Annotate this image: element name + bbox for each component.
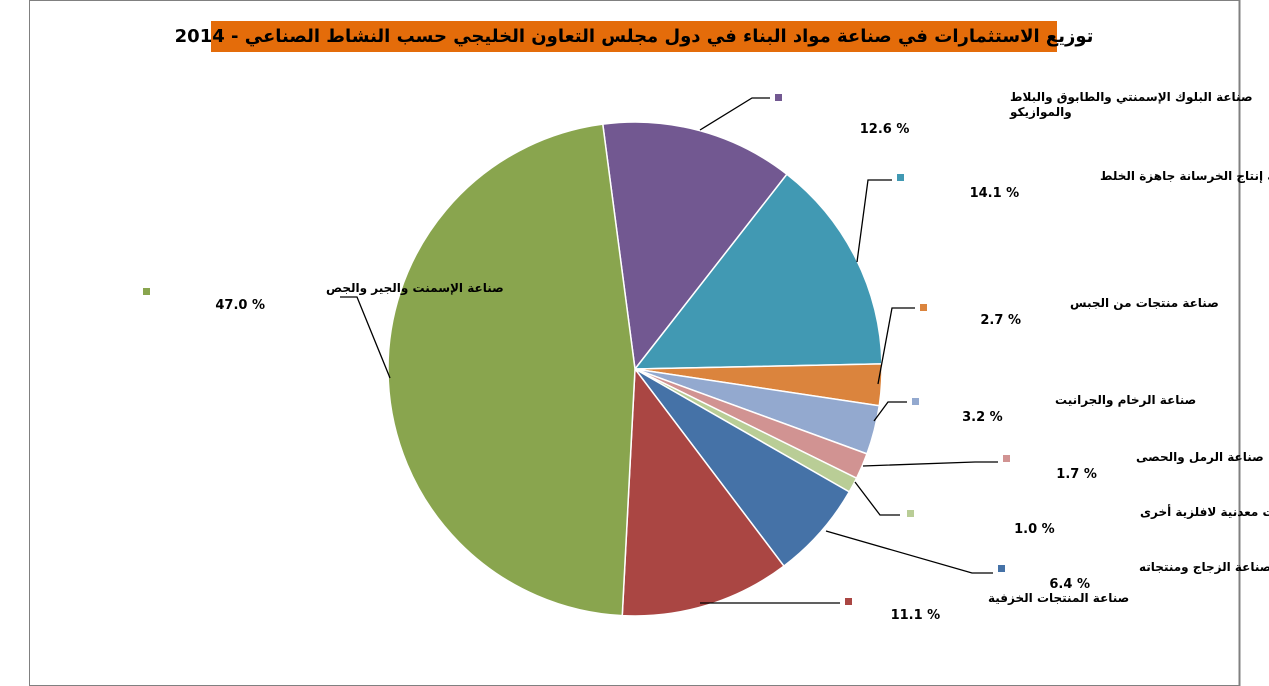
pie-slices [387, 121, 883, 617]
leader-line-4 [862, 461, 998, 467]
legend-marker-4 [1003, 455, 1010, 462]
slice-value-5: 1.0 % [1014, 522, 1055, 537]
chart-title-box: توزيع الاستثمارات في صناعة مواد البناء ف… [175, 21, 1093, 52]
callout-labels: صناعة البلوك الإسمنتي والطابوق والبلاطوا… [143, 90, 1269, 623]
slice-label-3-line-0: صناعة الرخام والجرانيت [1055, 393, 1196, 408]
leader-line-5 [854, 481, 900, 516]
pie-slice-7 [621, 366, 785, 617]
legend-marker-7 [845, 598, 852, 605]
slice-value-8: 47.0 % [215, 298, 265, 313]
slice-value-0: 12.6 % [860, 122, 910, 137]
slice-label-5-line-0: صناعة منتجات معدنية لافلزية أخرى [1140, 504, 1269, 519]
slice-value-7: 11.1 % [891, 608, 941, 623]
leader-line-8 [340, 296, 391, 379]
legend-marker-3 [912, 398, 919, 405]
legend-marker-8 [143, 288, 150, 295]
leader-line-1 [856, 179, 892, 263]
pie-slice-8 [387, 123, 636, 617]
slice-value-6: 6.4 % [1049, 577, 1090, 592]
pie-slice-1 [633, 173, 883, 370]
slice-value-3: 3.2 % [962, 410, 1003, 425]
legend-marker-2 [920, 304, 927, 311]
slice-value-4: 1.7 % [1056, 467, 1097, 482]
slice-label-7-line-0: صناعة المنتجات الخزفية [988, 591, 1129, 605]
slice-label-6-line-0: صناعة الزجاج ومنتجاته [1139, 560, 1269, 575]
leader-line-0 [699, 97, 770, 131]
chart-title: توزيع الاستثمارات في صناعة مواد البناء ف… [174, 26, 1094, 47]
legend-marker-6 [998, 565, 1005, 572]
slice-label-2-line-0: صناعة منتجات من الجبس [1070, 296, 1219, 310]
pie-slice-0 [601, 121, 788, 371]
slice-label-1-line-0: صناعة إنتاج الخرسانة جاهزة الخلط [1100, 169, 1269, 183]
legend-marker-5 [907, 510, 914, 517]
slice-label-8-line-0: صناعة الإسمنت والجير والجص [326, 281, 504, 296]
leader-line-6 [825, 530, 993, 574]
slice-label-4-line-0: صناعة الرمل والحصى [1136, 450, 1264, 465]
legend-marker-0 [775, 94, 782, 101]
leader-line-3 [873, 401, 907, 422]
slice-label-0-line-0: صناعة البلوك الإسمنتي والطابوق والبلاط [1010, 90, 1253, 105]
leader-line-2 [877, 307, 915, 385]
slice-value-2: 2.7 % [980, 313, 1021, 328]
slice-label-0-line-1: والموازيكو [1009, 105, 1072, 120]
slice-value-1: 14.1 % [970, 186, 1020, 201]
legend-marker-1 [897, 174, 904, 181]
